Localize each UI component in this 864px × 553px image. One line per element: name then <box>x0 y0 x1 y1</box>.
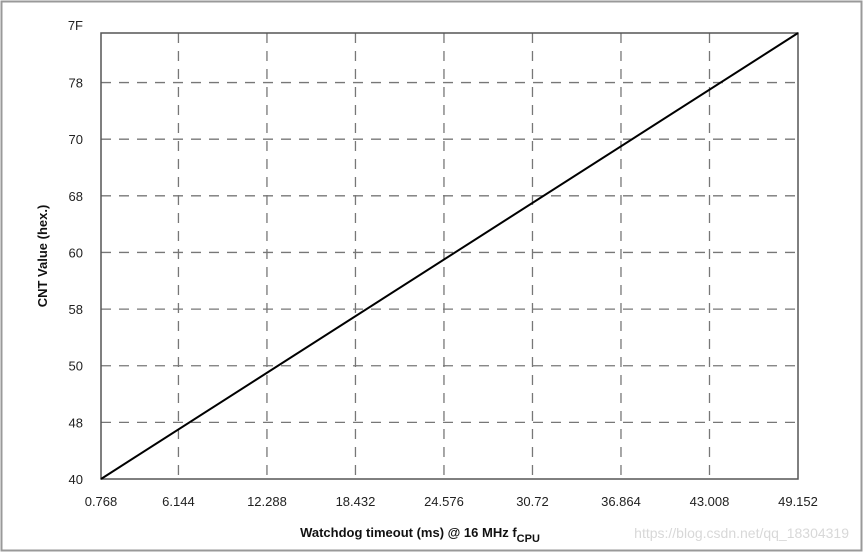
series <box>100 32 799 480</box>
y-tick-label: 40 <box>69 472 83 487</box>
grid <box>101 33 798 479</box>
x-tick-label: 18.432 <box>336 494 376 509</box>
x-tick-labels: 0.768 6.144 12.288 18.432 24.576 30.72 36.864 4… <box>85 494 818 509</box>
x-tick-label: 49.152 <box>778 494 818 509</box>
x-tick-label: 6.144 <box>162 494 195 509</box>
x-tick-label: 12.288 <box>247 494 287 509</box>
x-axis-title: Watchdog timeout (ms) @ 16 MHz fCPU <box>300 525 540 545</box>
x-tick-label: 36.864 <box>601 494 641 509</box>
x-tick-label: 30.72 <box>516 494 549 509</box>
watermark: https://blog.csdn.net/qq_18304319 <box>634 525 849 541</box>
y-tick-labels: 40 48 50 58 60 68 70 78 7F <box>68 18 83 487</box>
y-tick-label: 78 <box>69 76 83 91</box>
y-axis-title: CNT Value (hex.) <box>35 205 50 308</box>
y-tick-label: 58 <box>69 302 83 317</box>
y-tick-label: 7F <box>68 18 83 33</box>
y-tick-label: 60 <box>69 245 83 260</box>
x-axis-title-subscript: CPU <box>517 533 540 545</box>
y-tick-label: 48 <box>69 415 83 430</box>
x-tick-label: 24.576 <box>424 494 464 509</box>
y-tick-label: 68 <box>69 189 83 204</box>
series-line <box>100 32 799 480</box>
plot-frame <box>100 32 799 480</box>
y-tick-label: 50 <box>69 359 83 374</box>
y-tick-label: 70 <box>69 132 83 147</box>
x-tick-label: 0.768 <box>85 494 118 509</box>
x-tick-label: 43.008 <box>690 494 730 509</box>
